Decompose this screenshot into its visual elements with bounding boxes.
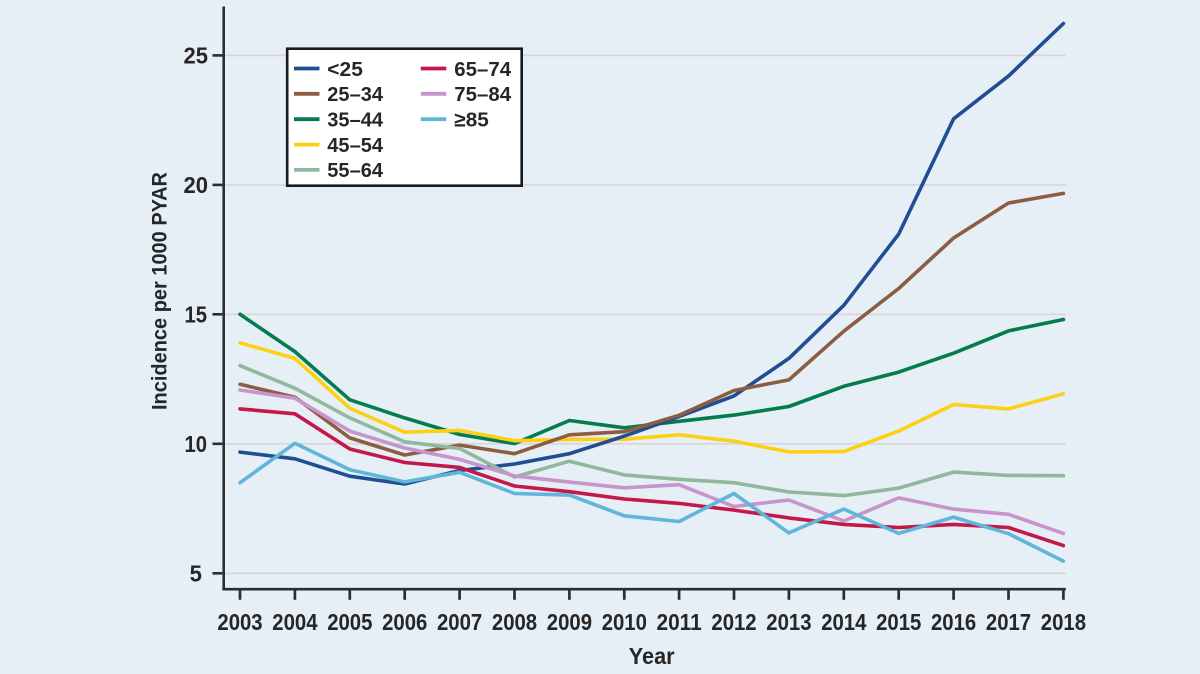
- svg-text:5: 5: [190, 561, 202, 587]
- svg-text:2014: 2014: [821, 609, 866, 635]
- svg-text:45–54: 45–54: [327, 134, 383, 157]
- svg-text:20: 20: [184, 172, 209, 198]
- svg-text:2011: 2011: [657, 609, 702, 635]
- svg-text:65–74: 65–74: [454, 58, 511, 81]
- svg-text:55–64: 55–64: [327, 159, 383, 182]
- svg-text:10: 10: [185, 431, 208, 457]
- svg-text:2017: 2017: [986, 609, 1031, 635]
- svg-text:2013: 2013: [766, 609, 811, 635]
- svg-text:2016: 2016: [931, 609, 976, 635]
- svg-text:2008: 2008: [492, 609, 537, 635]
- svg-text:2010: 2010: [602, 609, 647, 635]
- svg-text:2006: 2006: [382, 609, 427, 635]
- svg-text:35–44: 35–44: [327, 109, 383, 132]
- svg-text:2012: 2012: [711, 609, 756, 635]
- svg-text:2003: 2003: [217, 609, 262, 635]
- svg-text:2009: 2009: [547, 609, 592, 635]
- svg-text:Year: Year: [629, 643, 675, 669]
- svg-text:2018: 2018: [1041, 609, 1086, 635]
- svg-text:2007: 2007: [437, 609, 482, 635]
- svg-text:15: 15: [185, 302, 208, 328]
- svg-text:Incidence per 1000 PYAR: Incidence per 1000 PYAR: [148, 172, 172, 410]
- svg-text:25: 25: [184, 43, 209, 69]
- svg-text:75–84: 75–84: [454, 83, 511, 106]
- svg-text:2015: 2015: [876, 609, 921, 635]
- svg-text:2004: 2004: [272, 609, 317, 635]
- svg-text:≥85: ≥85: [454, 109, 489, 132]
- svg-text:25–34: 25–34: [327, 83, 383, 106]
- svg-text:<25: <25: [327, 58, 363, 81]
- svg-text:2005: 2005: [327, 609, 372, 635]
